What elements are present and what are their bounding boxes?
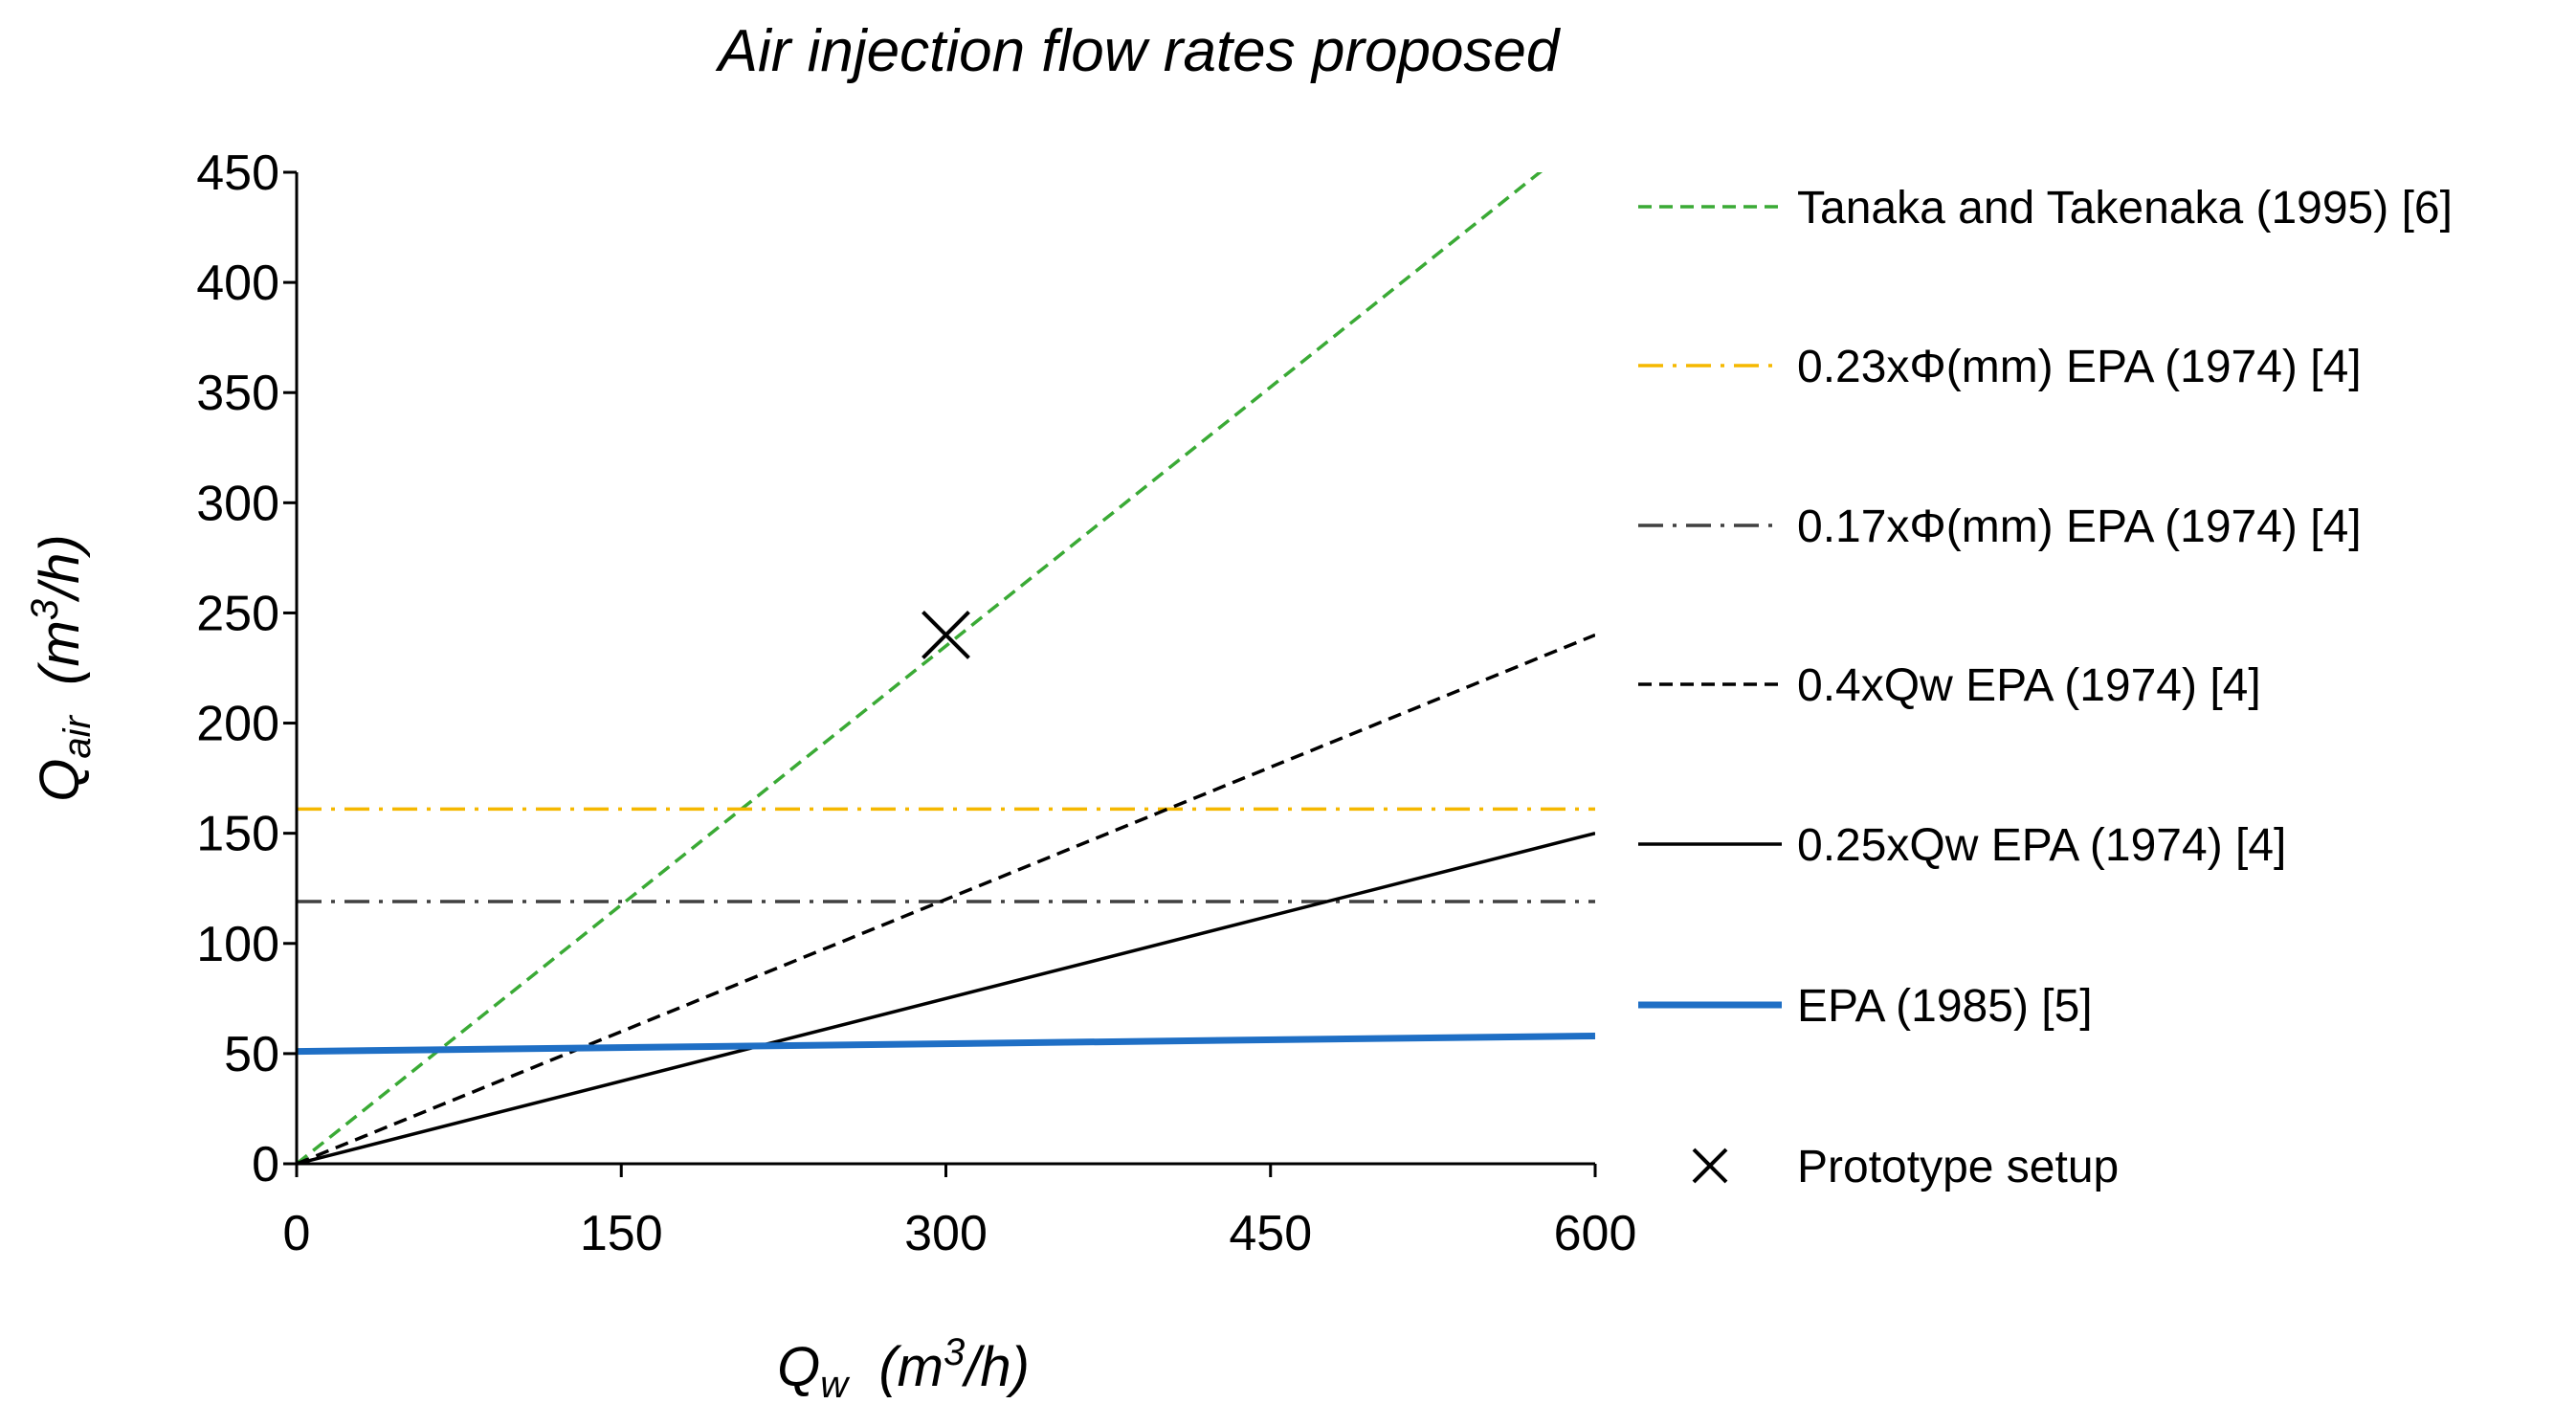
y-axis-ticks: 0 50 100 150 200 250 300 350 400 450 <box>196 145 297 1192</box>
x-axis-title-unit: (m <box>878 1336 944 1398</box>
legend-item: Tanaka and Takenaka (1995) [6] <box>1638 183 2453 234</box>
x-axis-title: Qw (m3/h) <box>777 1331 1030 1406</box>
series-line-5 <box>297 831 1595 1164</box>
x-axis-title-sup: 3 <box>944 1331 965 1373</box>
x-tick-label: 300 <box>904 1206 988 1261</box>
x-axis-title-unit-end: /h) <box>961 1336 1030 1398</box>
legend: Tanaka and Takenaka (1995) [6] 0.23xΦ(mm)… <box>1638 183 2453 1192</box>
y-tick-label: 450 <box>196 145 279 201</box>
y-tick-label: 400 <box>196 256 279 311</box>
y-tick-label: 250 <box>196 586 279 641</box>
legend-item: Prototype setup <box>1692 1142 2119 1192</box>
x-axis-ticks: 0 150 300 450 600 <box>283 1164 1637 1261</box>
legend-label: Prototype setup <box>1797 1142 2119 1192</box>
legend-label: EPA (1985) [5] <box>1797 981 2093 1032</box>
series-layer <box>297 172 1595 1164</box>
legend-label: 0.25xQw EPA (1974) [4] <box>1797 820 2286 871</box>
legend-item: 0.4xQw EPA (1974) [4] <box>1638 660 2261 711</box>
legend-marker <box>1692 1147 1728 1184</box>
x-tick-label: 150 <box>580 1206 663 1261</box>
series-line-4 <box>297 633 1595 1164</box>
x-axis-title-sub: w <box>820 1364 851 1406</box>
y-tick-label: 350 <box>196 366 279 421</box>
series-line-1 <box>297 172 1543 1164</box>
y-axis-title-main: Q <box>29 759 91 802</box>
x-tick-label: 600 <box>1554 1206 1637 1261</box>
legend-item: EPA (1985) [5] <box>1638 981 2093 1032</box>
legend-label: 0.23xΦ(mm) EPA (1974) [4] <box>1797 342 2362 392</box>
chart-title: Air injection flow rates proposed <box>715 18 1562 84</box>
y-axis-title: Qair (m3/h) <box>24 534 99 801</box>
legend-label: 0.4xQw EPA (1974) [4] <box>1797 660 2261 711</box>
y-tick-label: 0 <box>252 1137 279 1192</box>
plot-area: 0 50 100 150 200 250 300 350 400 450 0 150 300 450 60… <box>196 145 1637 1261</box>
y-axis-title-sub: air <box>56 714 99 758</box>
x-axis-title-main: Q <box>777 1336 820 1398</box>
y-axis-title-sup: 3 <box>24 599 66 620</box>
y-axis-title-unit: (m <box>29 620 91 685</box>
y-tick-label: 150 <box>196 807 279 862</box>
prototype-setup-marker <box>922 611 970 659</box>
y-axis-title-unit-end: /h) <box>29 534 91 603</box>
y-tick-label: 100 <box>196 917 279 972</box>
series-line-6 <box>297 1032 1595 1056</box>
legend-item: 0.23xΦ(mm) EPA (1974) [4] <box>1638 342 2362 392</box>
legend-item: 0.17xΦ(mm) EPA (1974) [4] <box>1638 501 2362 552</box>
y-tick-label: 200 <box>196 697 279 752</box>
y-tick-label: 50 <box>224 1027 279 1082</box>
points-layer <box>922 611 970 659</box>
y-tick-label: 300 <box>196 476 279 531</box>
legend-item: 0.25xQw EPA (1974) [4] <box>1638 820 2286 871</box>
legend-label: Tanaka and Takenaka (1995) [6] <box>1797 183 2453 234</box>
x-tick-label: 450 <box>1229 1206 1312 1261</box>
x-tick-label: 0 <box>283 1206 311 1261</box>
legend-label: 0.17xΦ(mm) EPA (1974) [4] <box>1797 501 2362 552</box>
